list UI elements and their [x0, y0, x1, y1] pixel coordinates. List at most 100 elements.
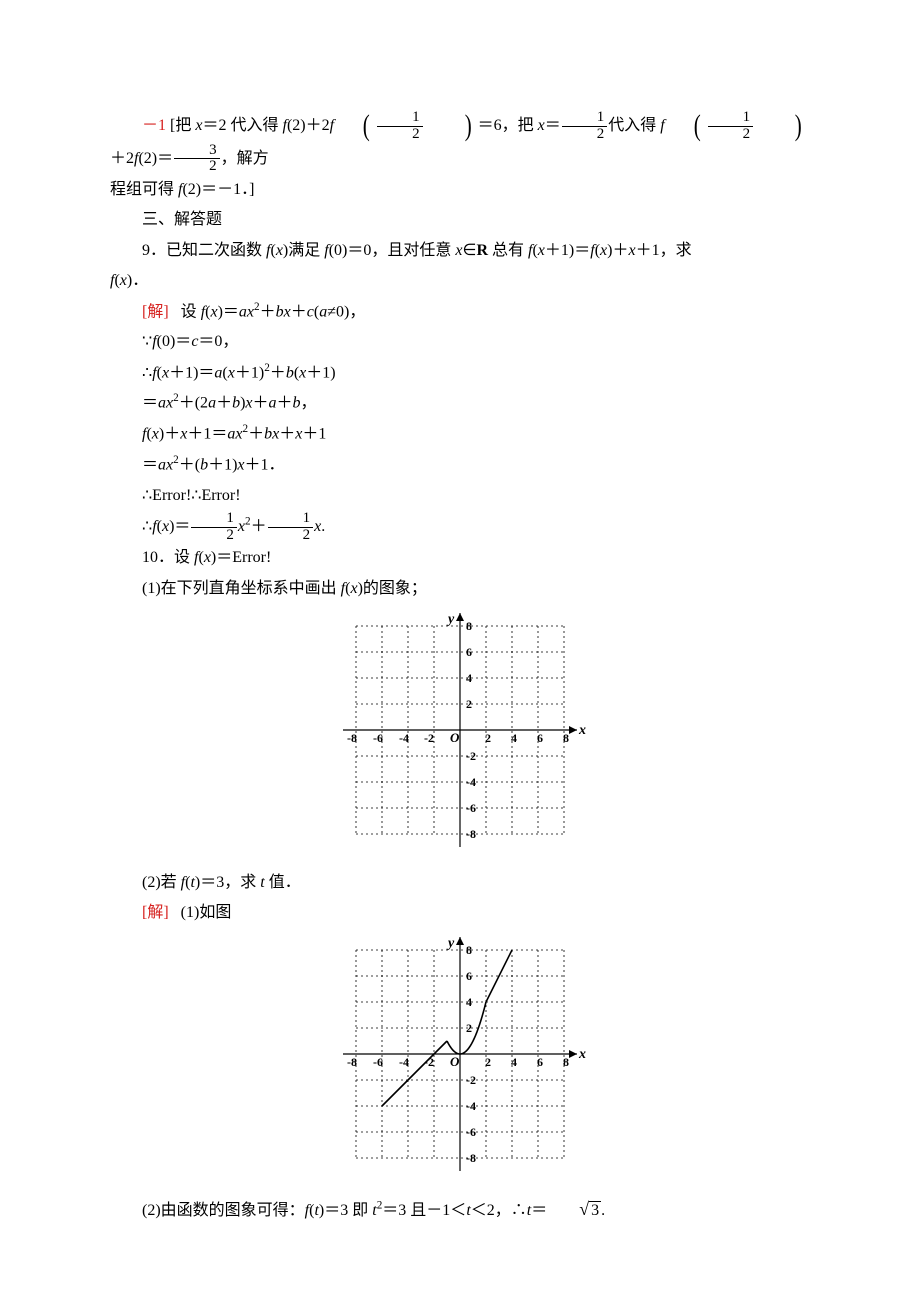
var: ax	[158, 395, 173, 412]
svg-text:x: x	[578, 723, 586, 738]
svg-text:2: 2	[466, 697, 472, 711]
svg-text:4: 4	[466, 995, 472, 1009]
var: a	[269, 395, 277, 412]
text: ＝0，	[198, 333, 238, 350]
text: (0)＝	[157, 333, 192, 350]
solution-9-line8: ∴f(x)＝12x2＋12x.	[110, 511, 810, 544]
solution-label: [解]	[142, 904, 169, 921]
graph-1-wrap: -8-6-4-22468-8-6-4-22468Oxy	[110, 610, 810, 861]
svg-text:6: 6	[466, 645, 472, 659]
q9-number: 9．	[142, 242, 166, 259]
svg-text:-6: -6	[466, 1125, 476, 1139]
text: ＋(	[179, 456, 200, 473]
var: x	[538, 242, 545, 259]
fraction: 32	[174, 143, 220, 176]
text: ＝	[531, 1202, 547, 1219]
text: .	[321, 518, 325, 535]
svg-text:-8: -8	[347, 731, 357, 745]
text: ∈	[463, 242, 477, 259]
var: c	[307, 303, 314, 320]
text: ＋	[260, 303, 276, 320]
var: x	[455, 242, 462, 259]
var: x	[162, 518, 169, 535]
svg-text:-2: -2	[466, 749, 476, 763]
text: ＝	[545, 117, 561, 134]
svg-text:-2: -2	[466, 1073, 476, 1087]
text: )＝	[169, 518, 190, 535]
svg-text:6: 6	[537, 731, 543, 745]
q10-number: 10．	[142, 549, 174, 566]
svg-text:6: 6	[537, 1055, 543, 1069]
text: ＋	[216, 395, 232, 412]
text: ＋1，求	[636, 242, 692, 259]
svg-text:2: 2	[485, 1055, 491, 1069]
solution-9-line4: ＝ax2＋(2a＋b)x＋a＋b，	[110, 388, 810, 419]
var: ax	[227, 425, 242, 442]
text: ＋	[279, 425, 295, 442]
text: ＋2	[110, 149, 134, 166]
set-R: R	[476, 242, 488, 259]
var: a	[319, 303, 327, 320]
text: 总有	[488, 242, 528, 259]
svg-text:-4: -4	[399, 731, 409, 745]
solution-9-line3: ∴f(x＋1)＝a(x＋1)2＋b(x＋1)	[110, 358, 810, 389]
text: )＝Error!	[211, 549, 271, 566]
text: 设	[174, 549, 194, 566]
text: ＋1)＝	[545, 242, 590, 259]
var: ax	[239, 303, 254, 320]
text: ＋	[270, 364, 286, 381]
text: ＋1)	[235, 364, 264, 381]
text: )＋	[607, 242, 628, 259]
text: 代入得	[608, 117, 660, 134]
text: 程组可得	[110, 181, 178, 198]
rparen-icon: )	[442, 111, 471, 141]
text: )＝	[218, 303, 239, 320]
lparen-icon: (	[671, 111, 700, 141]
var-f: f	[660, 117, 664, 134]
solution-label: [解]	[142, 303, 169, 320]
answer-8-line2: 程组可得 f(2)＝－1．]	[110, 175, 810, 205]
svg-text:8: 8	[563, 731, 569, 745]
text: )＋	[159, 425, 180, 442]
page: －1 [把 x＝2 代入得 f(2)＋2f(12 )＝6，把 x＝12代入得 f…	[0, 0, 920, 1302]
text: ＋	[248, 425, 264, 442]
text: )＝3 即	[319, 1202, 372, 1219]
text: (2)＝	[138, 149, 173, 166]
text: ，	[301, 395, 317, 412]
svg-text:6: 6	[466, 969, 472, 983]
text: ≠0)，	[327, 303, 365, 320]
text: ∴	[142, 364, 152, 381]
text: ＝	[142, 395, 158, 412]
solution-9-line2: ∵f(0)＝c＝0，	[110, 327, 810, 357]
text: ＋1)	[306, 364, 335, 381]
svg-text:4: 4	[511, 1055, 517, 1069]
fraction: 12	[562, 110, 608, 143]
solution-9-line5: f(x)＋x＋1＝ax2＋bx＋x＋1	[110, 419, 810, 450]
text: ＋	[291, 303, 307, 320]
text: ＋1＝	[187, 425, 227, 442]
var: x	[162, 364, 169, 381]
svg-text:O: O	[450, 1054, 460, 1069]
svg-text:2: 2	[485, 731, 491, 745]
question-10-p2: (2)若 f(t)＝3，求 t 值．	[110, 868, 810, 898]
svg-text:-6: -6	[466, 801, 476, 815]
var: bx	[276, 303, 291, 320]
fraction: 12	[708, 110, 754, 143]
fraction: 12	[268, 511, 314, 544]
svg-text:-2: -2	[424, 731, 434, 745]
section-3-heading: 三、解答题	[110, 205, 810, 235]
fraction: 12	[191, 511, 237, 544]
text: 设	[181, 303, 201, 320]
svg-text:4: 4	[511, 731, 517, 745]
text: ＋1．	[245, 456, 285, 473]
text: [把	[170, 117, 195, 134]
var: b	[293, 395, 301, 412]
var: x	[152, 425, 159, 442]
solution-10-conclusion: (2)由函数的图象可得：f(t)＝3 即 t2＝3 且－1＜t＜2，∴t＝√3.	[110, 1192, 810, 1226]
text: ＝3 且－1＜	[382, 1202, 466, 1219]
coordinate-graph-2: -8-6-4-22468-8-6-4-22468Oxy	[333, 934, 588, 1174]
var: bx	[264, 425, 279, 442]
var: x	[237, 456, 244, 473]
text: ＋	[253, 395, 269, 412]
rparen-icon: )	[772, 111, 801, 141]
